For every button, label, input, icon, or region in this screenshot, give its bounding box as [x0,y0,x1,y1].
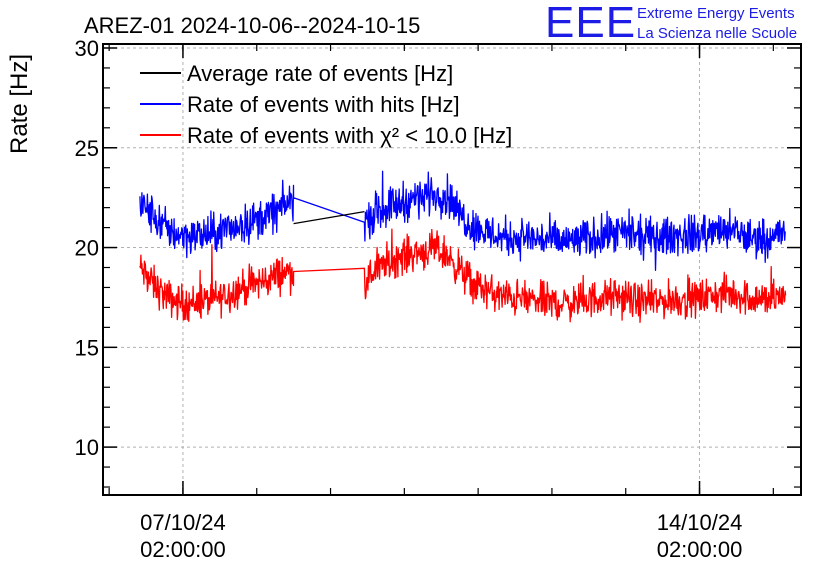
y-axis-label: Rate [Hz] [6,54,33,154]
logo-mark: EEE [545,0,637,47]
legend-label-1: Rate of events with hits [Hz] [187,92,460,117]
x-tick-label-time: 02:00:00 [657,537,743,562]
plot-frame [102,43,802,496]
y-tick-label: 30 [75,36,99,61]
x-tick-label-date: 07/10/24 [140,510,226,535]
x-tick-label-time: 02:00:00 [140,537,226,562]
legend-label-0: Average rate of events [Hz] [187,61,453,86]
y-tick-label: 10 [75,435,99,460]
y-tick-label: 20 [75,236,99,261]
series-line-2 [139,228,787,324]
logo-line-2: La Scienza nelle Scuole [637,25,798,42]
series-area [139,170,787,324]
chart-title: AREZ-01 2024-10-06--2024-10-15 [84,13,420,38]
series-line-1 [139,170,786,271]
legend: Average rate of events [Hz] Rate of event… [140,61,512,148]
y-tick-label: 25 [75,136,99,161]
series-line-0 [293,210,365,225]
logo-line-1: Extreme Energy Events [637,5,795,22]
legend-label-2: Rate of events with χ² < 10.0 [Hz] [187,123,512,148]
eee-logo: EEE Extreme Energy Events La Scienza nel… [545,0,835,47]
y-tick-labels: 10 15 20 25 30 [75,36,99,460]
grid-lines [103,44,801,495]
y-tick-label: 15 [75,335,99,360]
axis-ticks [103,44,801,495]
x-tick-label-date: 14/10/24 [657,510,743,535]
